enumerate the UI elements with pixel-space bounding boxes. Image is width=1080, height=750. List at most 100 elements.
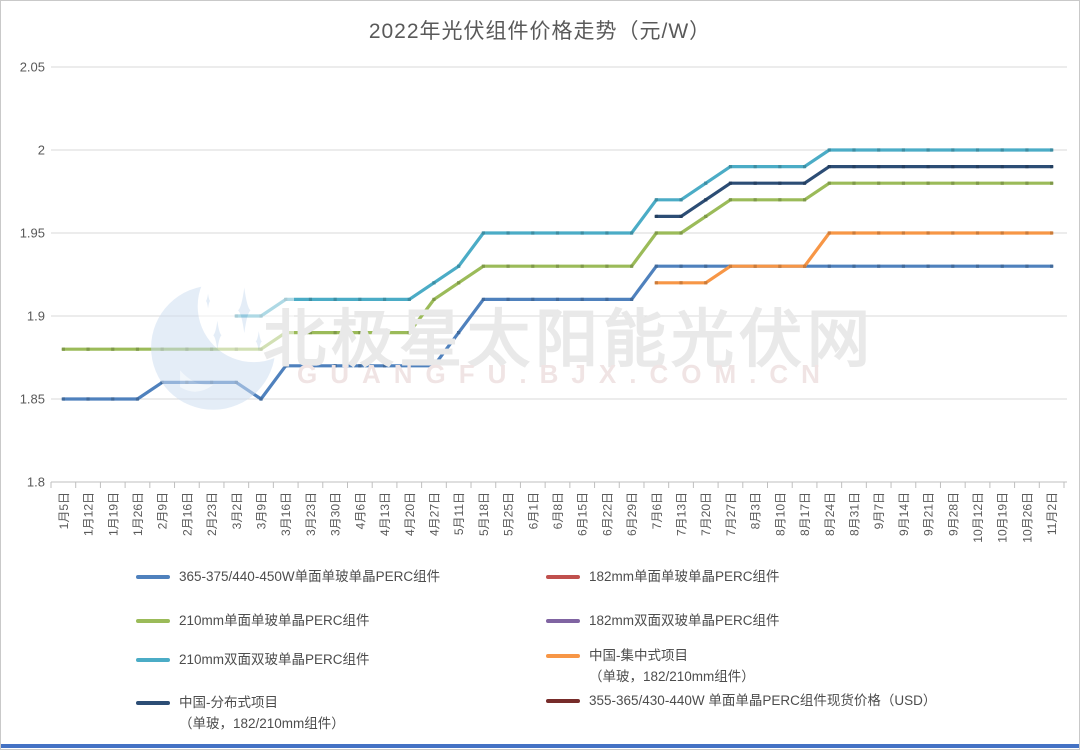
x-tick-label: 4月20日 <box>403 492 417 536</box>
data-point-marker <box>728 264 733 268</box>
data-point-marker <box>1050 148 1054 152</box>
x-tick-label: 7月6日 <box>650 492 664 529</box>
x-tick-label: 2月9日 <box>156 492 170 529</box>
data-point-marker <box>901 148 906 152</box>
x-tick-label: 8月10日 <box>773 492 787 536</box>
x-tick-label: 10月26日 <box>1020 492 1034 543</box>
data-point-marker <box>852 231 856 235</box>
x-tick-label: 9月14日 <box>897 492 911 536</box>
data-point-marker <box>877 165 881 169</box>
data-point-marker <box>901 165 906 169</box>
data-point-marker <box>531 297 535 301</box>
data-point-marker <box>753 181 757 185</box>
data-point-marker <box>1025 231 1029 235</box>
data-point-marker <box>901 181 906 185</box>
x-tick-label: 4月27日 <box>427 492 441 536</box>
data-point-marker <box>135 397 140 401</box>
data-point-marker <box>630 264 634 268</box>
data-point-marker <box>679 231 683 235</box>
data-point-marker <box>308 364 313 368</box>
data-point-marker <box>802 198 807 202</box>
data-point-marker <box>704 264 708 268</box>
data-point-marker <box>951 264 955 268</box>
data-point-marker <box>852 181 856 185</box>
data-point-marker <box>654 231 658 235</box>
x-tick-label: 6月8日 <box>551 492 565 529</box>
accent-bar <box>1 744 1079 748</box>
data-point-marker <box>61 397 65 401</box>
data-point-marker <box>555 231 560 235</box>
data-point-marker <box>802 181 807 185</box>
data-point-marker <box>951 231 955 235</box>
data-point-marker <box>358 297 362 301</box>
data-point-marker <box>630 231 634 235</box>
data-point-marker <box>877 231 881 235</box>
data-point-marker <box>1000 231 1004 235</box>
price-line-series-0 <box>61 264 1054 401</box>
data-point-marker <box>827 148 831 152</box>
data-point-marker <box>1025 148 1029 152</box>
y-tick-label: 1.95 <box>20 226 45 241</box>
data-point-marker <box>630 297 634 301</box>
data-point-marker <box>827 165 831 169</box>
x-tick-label: 6月15日 <box>576 492 590 536</box>
data-point-marker <box>160 380 164 384</box>
data-point-marker <box>901 264 906 268</box>
data-point-marker <box>728 165 733 169</box>
x-tick-label: 4月6日 <box>353 492 367 529</box>
data-point-marker <box>1000 148 1004 152</box>
data-point-marker <box>135 347 140 351</box>
x-tick-label: 8月24日 <box>823 492 837 536</box>
x-tick-label: 1月5日 <box>57 492 71 529</box>
data-point-marker <box>407 297 411 301</box>
data-point-marker <box>259 397 263 401</box>
x-tick-label: 9月28日 <box>946 492 960 536</box>
data-point-marker <box>481 264 485 268</box>
data-point-marker <box>308 331 313 335</box>
data-point-marker <box>531 231 535 235</box>
data-point-marker <box>432 297 436 301</box>
data-point-marker <box>827 264 831 268</box>
x-tick-label: 6月1日 <box>526 492 540 529</box>
data-point-marker <box>654 281 658 285</box>
data-point-marker <box>951 181 955 185</box>
data-point-marker <box>704 281 708 285</box>
data-point-marker <box>852 264 856 268</box>
data-point-marker <box>753 264 757 268</box>
data-point-marker <box>778 264 782 268</box>
data-point-marker <box>209 380 214 384</box>
x-tick-label: 3月30日 <box>329 492 343 536</box>
data-point-marker <box>457 331 461 335</box>
y-tick-label: 1.8 <box>27 475 45 490</box>
data-point-marker <box>259 314 263 318</box>
data-point-marker <box>951 148 955 152</box>
data-point-marker <box>407 331 411 335</box>
data-point-marker <box>975 148 980 152</box>
x-tick-label: 2月16日 <box>180 492 194 536</box>
x-tick-label: 8月31日 <box>847 492 861 536</box>
data-point-marker <box>382 364 387 368</box>
data-point-marker <box>926 148 930 152</box>
data-point-marker <box>753 198 757 202</box>
data-point-marker <box>333 364 337 368</box>
data-point-marker <box>605 231 609 235</box>
data-point-marker <box>901 231 906 235</box>
x-tick-label: 5月11日 <box>452 492 466 535</box>
data-point-marker <box>852 165 856 169</box>
data-point-marker <box>704 214 708 218</box>
data-point-marker <box>284 364 288 368</box>
data-point-marker <box>877 181 881 185</box>
data-point-marker <box>506 264 510 268</box>
data-point-marker <box>358 331 362 335</box>
data-point-marker <box>481 231 485 235</box>
data-point-marker <box>679 198 683 202</box>
data-point-marker <box>111 347 115 351</box>
x-tick-label: 9月21日 <box>922 492 936 536</box>
data-point-marker <box>654 214 658 218</box>
data-point-marker <box>531 264 535 268</box>
data-point-marker <box>234 347 238 351</box>
data-point-marker <box>86 397 90 401</box>
y-tick-label: 1.9 <box>27 309 45 324</box>
data-point-marker <box>259 347 263 351</box>
data-point-marker <box>284 331 288 335</box>
